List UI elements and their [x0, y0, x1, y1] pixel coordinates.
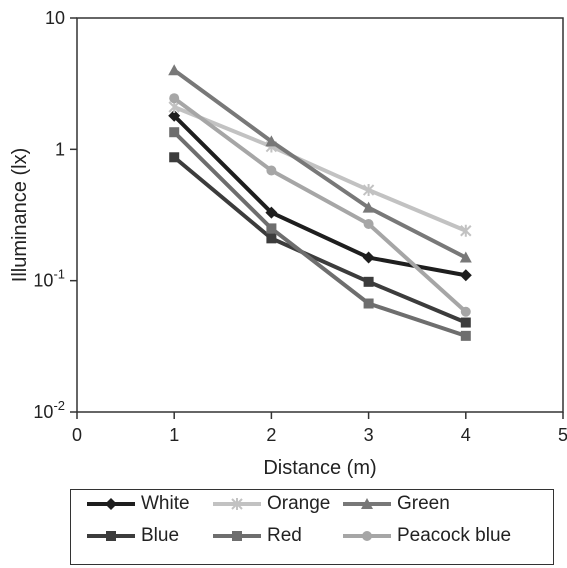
data-point-marker: [363, 298, 374, 309]
data-point-marker: [265, 135, 278, 147]
legend-label: Peacock blue: [397, 525, 512, 546]
series-line: [173, 96, 468, 314]
legend: White Orange Green Blue Red Peacock blue: [70, 489, 554, 565]
data-point-marker: [363, 276, 374, 287]
x-tick-label: 1: [169, 425, 179, 445]
legend-label: White: [141, 493, 190, 514]
data-point-marker: [169, 127, 180, 138]
legend-label: Red: [267, 525, 302, 546]
legend-label: Green: [397, 493, 450, 514]
legend-swatch: [343, 498, 391, 509]
data-point-marker: [266, 233, 277, 244]
data-point-marker: [362, 251, 375, 264]
legend-swatch: [213, 531, 261, 541]
x-axis-label: Distance (m): [263, 457, 376, 479]
data-point-marker: [168, 64, 181, 76]
data-point-marker: [266, 165, 277, 176]
legend-item: Red: [211, 524, 302, 548]
data-point-marker: [362, 531, 372, 541]
data-point-marker: [266, 223, 277, 234]
series-peacock-blue: [169, 93, 471, 317]
x-tick-label: 2: [266, 425, 276, 445]
data-point-marker: [169, 93, 180, 104]
data-point-marker: [460, 330, 471, 341]
data-point-marker: [460, 224, 472, 237]
legend-item: White: [85, 492, 190, 516]
x-tick-label: 0: [72, 425, 82, 445]
series-line: [172, 130, 467, 338]
data-point-marker: [232, 531, 242, 541]
legend-label: Orange: [267, 493, 331, 514]
series-line: [173, 105, 467, 233]
y-tick-label: 10: [45, 8, 65, 28]
line-chart: 0 1 2 3 4 5 10-2 10-1 1 10 Distance (m) Illumina…: [9, 8, 567, 479]
legend-swatch: [343, 531, 391, 541]
legend-item: Green: [341, 492, 450, 516]
data-point-marker: [106, 531, 116, 541]
series-green: [168, 64, 472, 263]
data-point-marker: [168, 109, 181, 122]
x-tick-label: 3: [364, 425, 374, 445]
data-point-marker: [460, 317, 471, 328]
legend-swatch: [213, 498, 261, 510]
legend-label: Blue: [141, 525, 180, 546]
y-axis-label: Illuminance (lx): [9, 148, 31, 282]
data-point-marker: [105, 498, 117, 510]
series-line: [173, 68, 467, 260]
legend-swatch: [87, 498, 135, 510]
data-point-marker: [361, 498, 373, 509]
legend-swatch: [87, 531, 135, 541]
data-point-marker: [362, 201, 375, 213]
legend-item: Peacock blue: [341, 524, 511, 548]
data-point-marker: [169, 152, 180, 163]
x-tick-label: 5: [558, 425, 567, 445]
y-tick-label: 10-2: [33, 398, 65, 422]
plot-area: [76, 17, 564, 413]
y-tick-label: 1: [55, 139, 65, 159]
legend-item: Blue: [85, 524, 179, 548]
series-blue: [169, 152, 471, 328]
legend-item: Orange: [211, 492, 330, 516]
data-point-marker: [265, 206, 278, 219]
data-point-marker: [459, 251, 472, 263]
series-line: [172, 155, 467, 325]
data-point-marker: [363, 219, 374, 230]
series-red: [169, 127, 471, 341]
data-point-marker: [459, 269, 472, 282]
y-tick-label: 10-1: [33, 267, 65, 291]
data-point-marker: [362, 184, 375, 197]
x-tick-label: 4: [461, 425, 471, 445]
data-point-marker: [231, 498, 243, 510]
data-point-marker: [460, 306, 471, 317]
